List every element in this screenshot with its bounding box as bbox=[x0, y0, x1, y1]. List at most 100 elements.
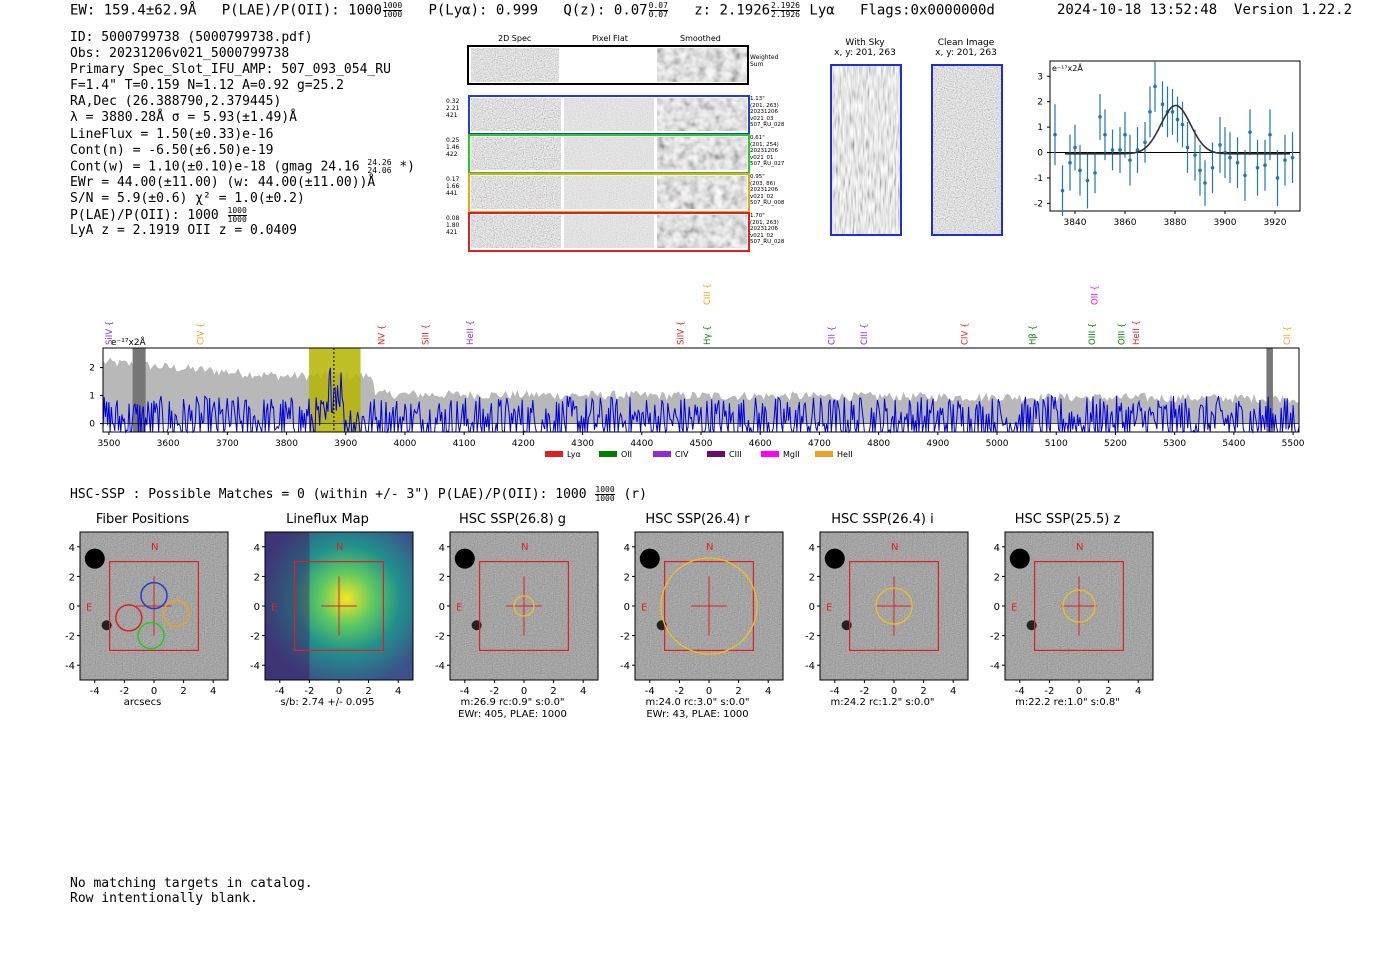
with-sky-image bbox=[830, 64, 902, 236]
fit-y-tick-label: 3 bbox=[1037, 72, 1043, 82]
panel-x-tick-label: 4 bbox=[765, 686, 771, 697]
panel-frame bbox=[79, 531, 229, 681]
cutout-row-meta: (201, 254) bbox=[750, 141, 779, 148]
panel-y-tick-label: 2 bbox=[254, 572, 260, 583]
panel-y-tick-label: -4 bbox=[990, 661, 1000, 672]
panel-image: N E -4 -2 0 2 4 4 2 0 -2 -4 bbox=[805, 531, 969, 697]
panel-title: HSC SSP(26.8) g bbox=[458, 512, 567, 527]
north-label: N bbox=[521, 542, 528, 553]
fit-data-point bbox=[1210, 165, 1215, 170]
fiber-circle bbox=[137, 621, 165, 650]
north-label: N bbox=[336, 542, 343, 553]
plya-value: P(Lyα): 0.999 bbox=[428, 2, 539, 19]
panel-y-tick-label: -4 bbox=[620, 661, 630, 672]
legend-swatch bbox=[653, 451, 671, 457]
contw-line: Cont(w) = 1.10(±0.10)e-18 (gmag 24.16 bbox=[70, 159, 360, 175]
east-label: E bbox=[1011, 602, 1017, 613]
fit-data-point bbox=[1243, 173, 1247, 178]
legend-label: CIV bbox=[675, 450, 689, 459]
cutout-row-right-label: 1.13" (201, 263) 20231206 v021_03 507_RU_028 bbox=[750, 96, 784, 129]
north-label: N bbox=[1076, 542, 1083, 553]
fit-data-point bbox=[1185, 145, 1190, 150]
panel-x-tick-label: 0 bbox=[1076, 686, 1082, 697]
flags-value: Flags:0x0000000d bbox=[859, 2, 995, 19]
sn-line: S/N = 5.9(±0.6) χ² = 1.0(±0.2) bbox=[70, 190, 305, 206]
cutout-row-meta: 507_RU_028 bbox=[750, 239, 785, 246]
panel-title: Fiber Positions bbox=[95, 512, 190, 527]
bright-source bbox=[84, 548, 105, 569]
spectrum-x-tick-label: 3800 bbox=[275, 439, 298, 449]
detection-info: ID: 5000799738 (5000799738.pdf) Obs: 202… bbox=[70, 30, 415, 239]
emission-line-label: CIV { bbox=[960, 323, 970, 345]
spectrum-x-tick-label: 5200 bbox=[1104, 439, 1127, 449]
panel-y-tick-label: -2 bbox=[435, 632, 445, 643]
panel-x-tick-label: 0 bbox=[336, 686, 342, 697]
ewr-line: EWr = 44.00(±11.00) (w: 44.00(±11.00))Å bbox=[70, 174, 376, 190]
panel-caption: m:24.0 rc:3.0" s:0.0" EWr: 43, PLAE: 1000 bbox=[605, 697, 790, 721]
spectrum-x-tick-label: 5300 bbox=[1163, 439, 1186, 449]
with-sky-xy: x, y: 201, 263 bbox=[834, 48, 896, 58]
panel-y-tick-label: 2 bbox=[624, 572, 630, 583]
emission-line-label: OIII { bbox=[1117, 323, 1127, 345]
col-pixel-flat: Pixel Flat bbox=[592, 34, 628, 43]
panel-y-tick-label: -2 bbox=[250, 632, 260, 643]
header-right: 2024-10-18 13:52:48 Version 1.22.2 bbox=[1057, 2, 1352, 18]
panel-x-tick-label: -4 bbox=[645, 686, 655, 697]
panel-x-tick-label: 0 bbox=[706, 686, 712, 697]
east-label: E bbox=[271, 602, 277, 613]
cutout-row-meta: v021_01 bbox=[750, 154, 774, 161]
header-bar: EW: 159.4±62.9Å P(LAE)/P(OII): 1000 1000 1… bbox=[70, 2, 995, 19]
panel-y-tick-label: 2 bbox=[994, 572, 1000, 583]
spectrum-x-tick-label: 4000 bbox=[394, 439, 417, 449]
qz-top: 0.07 bbox=[648, 1, 668, 11]
cutout-row-frame bbox=[468, 212, 750, 252]
aperture-box bbox=[1033, 561, 1125, 652]
panel-caption: m:22.2 re:1.0" s:0.8" bbox=[975, 697, 1160, 709]
panel-y-tick-label: 2 bbox=[809, 572, 815, 583]
contn-line: Cont(n) = -6.50(±6.50)e-19 bbox=[70, 142, 274, 158]
panel-y-tick-label: 4 bbox=[994, 543, 1000, 554]
panel-x-tick-label: 4 bbox=[395, 686, 401, 697]
emission-line-label: HeII { bbox=[466, 320, 476, 345]
panel-title: Lineflux Map bbox=[286, 512, 369, 527]
fit-y-tick-label: 2 bbox=[1037, 98, 1043, 108]
panel-x-tick-label: -4 bbox=[275, 686, 285, 697]
legend-swatch bbox=[707, 451, 725, 457]
cutout-row-value: 0.32 bbox=[446, 98, 460, 105]
z-line: Lyα bbox=[809, 2, 835, 19]
spectrum-x-tick-label: 3900 bbox=[334, 439, 357, 449]
spectrum-x-tick-label: 4200 bbox=[512, 439, 535, 449]
panel-y-tick-label: -2 bbox=[990, 632, 1000, 643]
panel-x-tick-label: 2 bbox=[735, 686, 741, 697]
bright-source bbox=[1009, 548, 1030, 569]
matches-top: 1000 bbox=[595, 485, 615, 495]
f-line: F=1.4" T=0.159 N=1.12 A=0.92 g=25.2 bbox=[70, 78, 344, 94]
ew-value: EW: 159.4±62.9Å bbox=[70, 2, 197, 19]
panel-x-tick-label: 0 bbox=[151, 686, 157, 697]
cutout-row-value: 2.21 bbox=[446, 105, 460, 112]
fit-x-tick-label: 3900 bbox=[1214, 218, 1237, 228]
panel-y-tick-label: 0 bbox=[994, 602, 1000, 613]
panel-x-tick-label: -4 bbox=[90, 686, 100, 697]
fit-axes-frame bbox=[1049, 60, 1301, 212]
panel-caption-line: m:24.0 rc:3.0" s:0.0" bbox=[645, 697, 750, 708]
emission-line-label: Hβ { bbox=[1029, 325, 1039, 345]
panel-y-tick-label: -4 bbox=[65, 661, 75, 672]
fit-data-point bbox=[1123, 132, 1127, 137]
emission-line-label: SiIV { bbox=[676, 321, 686, 345]
panel-x-tick-label: 4 bbox=[580, 686, 586, 697]
primary-line: Primary Spec_Slot_IFU_AMP: 507_093_054_R… bbox=[70, 62, 391, 78]
lya-line: LyA z = 2.1919 OII z = 0.0409 bbox=[70, 223, 297, 239]
matches-line: HSC-SSP : Possible Matches = 0 (within +… bbox=[70, 486, 647, 503]
north-label: N bbox=[891, 542, 898, 553]
panel-y-tick-label: -2 bbox=[620, 632, 630, 643]
panel-y-tick-label: -4 bbox=[435, 661, 445, 672]
lineflux-map-shade bbox=[265, 532, 310, 680]
panel-caption-line: m:24.2 rc:1.2" s:0.0" bbox=[830, 697, 935, 708]
east-label: E bbox=[456, 602, 462, 613]
imaging-panel: HSC SSP(26.4) i N E -4 -2 0 2 4 4 2 0 -2 -4 m:24.2 rc… bbox=[790, 512, 975, 727]
cutout-row-value: 0.25 bbox=[446, 137, 460, 144]
matches-suffix: (r) bbox=[623, 487, 647, 502]
bright-source bbox=[824, 548, 845, 569]
cutout-pixel-flat bbox=[564, 98, 654, 131]
